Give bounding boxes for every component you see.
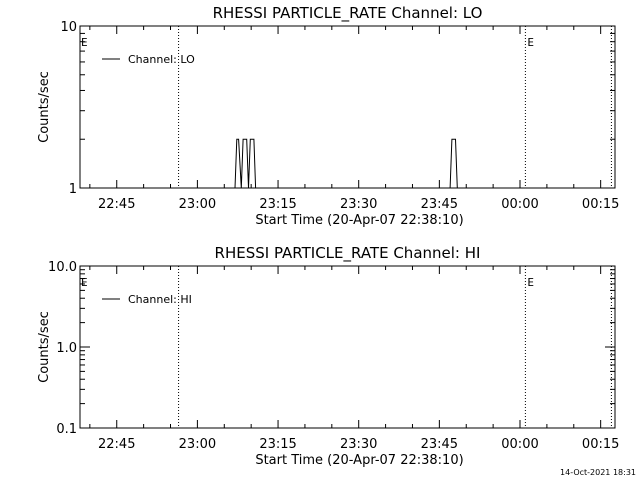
panel2-y-tick-label: 10.0 — [48, 260, 77, 275]
panel2-x-tick-label: 23:00 — [179, 437, 216, 452]
panel2-x-axis-label: Start Time (20-Apr-07 22:38:10) — [255, 453, 463, 468]
panel2-x-tick-label: 22:45 — [98, 437, 135, 452]
panel1-x-tick-label: 23:30 — [340, 197, 377, 212]
panel1-x-tick-label: 22:45 — [98, 197, 135, 212]
panel2-x-tick-label: 23:45 — [421, 437, 458, 452]
panel1-x-tick-label: 23:45 — [421, 197, 458, 212]
panel1-plot-frame — [79, 25, 616, 189]
panel1-y-tick-label: 1 — [69, 182, 77, 197]
panel2-y-tick-label: 0.1 — [56, 422, 77, 437]
panel1-series-line-0 — [80, 138, 615, 189]
panel1-y-axis-label: Counts/sec — [37, 71, 52, 143]
panel2-x-tick-label: 23:30 — [340, 437, 377, 452]
panel1-x-tick-label: 00:15 — [582, 197, 619, 212]
timestamp-label: 14-Oct-2021 18:31 — [560, 468, 636, 477]
panel2-x-tick-label: 00:00 — [501, 437, 538, 452]
panel2-x-tick-label: 23:15 — [259, 437, 296, 452]
panel1-event-line-label: E — [527, 36, 534, 49]
panel1-x-tick-label: 23:00 — [179, 197, 216, 212]
panel1-y-tick-label: 10 — [60, 20, 77, 35]
panel2-corner-marker-label: E — [81, 276, 88, 289]
panel2-plot-frame — [79, 265, 616, 429]
panel2-y-axis-label: Counts/sec — [37, 311, 52, 383]
panel2-y-tick-label: 1.0 — [56, 341, 77, 356]
panel2-legend-entry: Channel: HI — [128, 293, 192, 306]
panel1-legend-entry: Channel: LO — [128, 53, 195, 66]
panel2-x-tick-label: 00:15 — [582, 437, 619, 452]
panel2-event-line-label: E — [527, 276, 534, 289]
panel2-chart-title: RHESSI PARTICLE_RATE Channel: HI — [215, 244, 481, 263]
panel1-x-axis-label: Start Time (20-Apr-07 22:38:10) — [255, 213, 463, 228]
panel1-x-tick-label: 23:15 — [259, 197, 296, 212]
panel1-chart-title: RHESSI PARTICLE_RATE Channel: LO — [213, 4, 483, 23]
panel1-corner-marker-label: E — [81, 36, 88, 49]
panel1-x-tick-label: 00:00 — [501, 197, 538, 212]
